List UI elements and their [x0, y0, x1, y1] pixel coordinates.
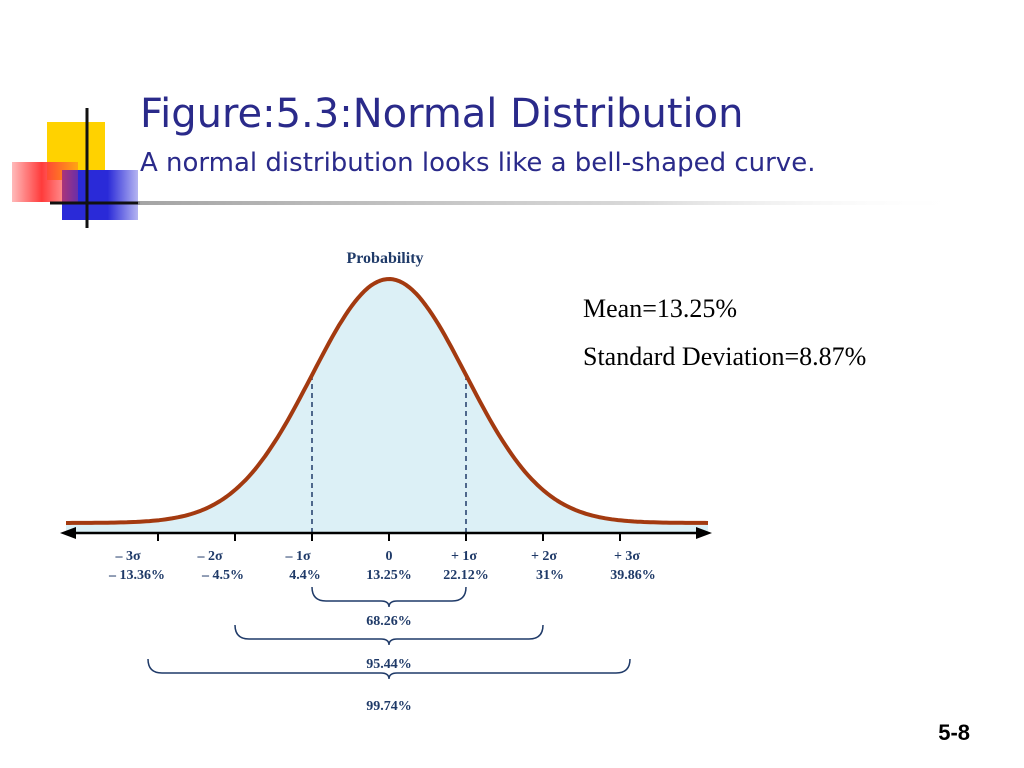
- page-number: 5-8: [938, 720, 970, 745]
- tick-sigma-label: – 1σ: [284, 549, 311, 564]
- tick-value-label: 39.86%: [610, 568, 656, 583]
- tick-sigma-label: + 3σ: [614, 549, 640, 564]
- mean-label: Mean=13.25%: [583, 294, 738, 323]
- range-brace: [147, 658, 631, 680]
- range-brace: [234, 624, 544, 646]
- tick-sigma-label: + 1σ: [451, 549, 477, 564]
- bell-curve: [66, 277, 709, 525]
- tick-value-label: – 4.5%: [201, 568, 244, 583]
- tick-value-label: 31%: [536, 568, 564, 583]
- range-label: 99.74%: [366, 699, 412, 714]
- tick-value-label: – 13.36%: [108, 568, 165, 583]
- tick-value-label: 4.4%: [289, 568, 321, 583]
- tick-sigma-label: – 3σ: [114, 549, 141, 564]
- range-label: 68.26%: [366, 614, 412, 629]
- range-label: 95.44%: [366, 657, 412, 672]
- deco-red-square: [12, 162, 78, 202]
- tick-value-label: 22.12%: [443, 568, 489, 583]
- std-label: Standard Deviation=8.87%: [583, 342, 867, 371]
- title-rule: [138, 201, 968, 205]
- corner-decoration: [12, 108, 968, 228]
- slide-subtitle: A normal distribution looks like a bell-…: [140, 148, 816, 178]
- tick-sigma-label: 0: [386, 549, 393, 564]
- tick-sigma-label: + 2σ: [531, 549, 557, 564]
- range-brace: [311, 586, 467, 608]
- x-axis-right-arrow: [696, 527, 712, 539]
- slide-title: Figure:5.3:Normal Distribution: [140, 91, 744, 137]
- curve-fill: [66, 279, 708, 533]
- y-axis-label: Probability: [346, 250, 423, 267]
- x-axis-left-arrow: [60, 527, 76, 539]
- tick-sigma-label: – 2σ: [196, 549, 223, 564]
- tick-value-label: 13.25%: [366, 568, 412, 583]
